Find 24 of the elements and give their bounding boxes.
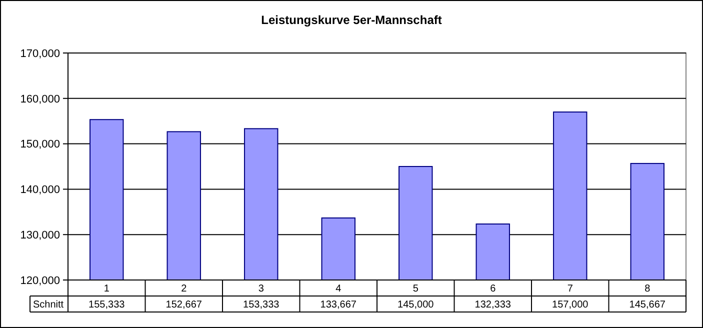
data-label: 152,667 xyxy=(166,300,202,310)
data-label: 155,333 xyxy=(88,300,126,310)
x-tick-label: 6 xyxy=(490,284,496,294)
chart-title: Leistungskurve 5er-Mannschaft xyxy=(261,13,442,27)
data-label: 157,000 xyxy=(552,300,589,310)
data-label: 133,667 xyxy=(320,300,357,310)
x-tick-label: 4 xyxy=(336,284,342,294)
y-tick-label: 170,000 xyxy=(20,48,60,60)
y-tick-label: 150,000 xyxy=(20,138,60,151)
x-tick-label: 5 xyxy=(412,284,419,294)
y-tick-label: 130,000 xyxy=(20,229,60,242)
text: Schnitt xyxy=(33,300,64,310)
data-label: 132,333 xyxy=(474,300,512,310)
x-tick-label: 8 xyxy=(644,284,651,294)
data-label: 145,667 xyxy=(629,300,666,310)
x-tick-label: 7 xyxy=(567,284,574,294)
y-tick-label: 140,000 xyxy=(20,184,60,196)
y-tick-label: 160,000 xyxy=(20,93,60,106)
data-label: 153,333 xyxy=(243,300,280,310)
y-tick-label: 120,000 xyxy=(20,274,60,287)
data-label: 145,000 xyxy=(398,300,434,310)
x-tick-label: 3 xyxy=(258,284,264,294)
x-tick-label: 2 xyxy=(181,284,188,294)
x-tick-label: 1 xyxy=(104,284,110,294)
